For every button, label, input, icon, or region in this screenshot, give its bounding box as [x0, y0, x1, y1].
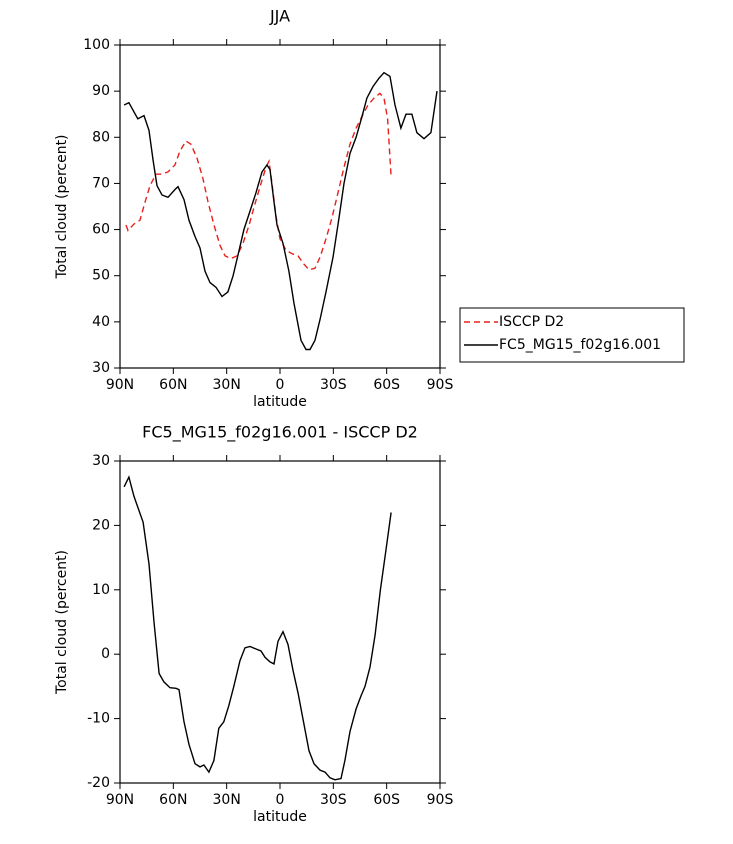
x-tick-label: 30S	[320, 792, 347, 808]
y-axis-label: Total cloud (percent)	[54, 550, 70, 695]
x-tick-label: 60N	[159, 377, 187, 393]
x-tick-label: 90S	[427, 377, 454, 393]
legend-label: FC5_MG15_f02g16.001	[499, 337, 661, 353]
x-tick-label: 30N	[213, 792, 241, 808]
data-line	[123, 71, 438, 351]
y-tick-label: 50	[92, 268, 110, 284]
y-tick-label: 20	[92, 517, 110, 533]
x-tick-label: 30S	[320, 377, 347, 393]
y-tick-label: 0	[101, 646, 110, 662]
chart-title: FC5_MG15_f02g16.001 - ISCCP D2	[142, 423, 418, 443]
data-line	[125, 92, 392, 271]
y-tick-label: 30	[92, 453, 110, 469]
plot-frame	[119, 460, 441, 784]
y-tick-label: 40	[92, 314, 110, 330]
x-tick-label: 90S	[427, 792, 454, 808]
chart-title: JJA	[269, 7, 290, 26]
x-tick-label: 0	[276, 377, 285, 393]
y-tick-label: 10	[92, 582, 110, 598]
y-tick-label: 70	[92, 175, 110, 191]
y-tick-label: 30	[92, 360, 110, 376]
data-line	[123, 475, 392, 781]
x-tick-label: 60S	[373, 792, 400, 808]
x-tick-label: 30N	[213, 377, 241, 393]
y-tick-label: 100	[83, 37, 110, 53]
x-tick-label: 60S	[373, 377, 400, 393]
y-tick-label: -10	[87, 711, 110, 727]
y-tick-label: 90	[92, 83, 110, 99]
y-tick-label: 60	[92, 222, 110, 238]
x-axis-label: latitude	[253, 394, 307, 410]
y-axis-label: Total cloud (percent)	[54, 134, 70, 279]
x-tick-label: 90N	[106, 377, 134, 393]
x-tick-label: 90N	[106, 792, 134, 808]
x-axis-label: latitude	[253, 809, 307, 825]
legend-box	[459, 307, 685, 363]
y-tick-label: 80	[92, 129, 110, 145]
legend-label: ISCCP D2	[499, 314, 564, 330]
plot-frame	[119, 44, 441, 369]
y-tick-label: -20	[87, 775, 110, 791]
x-tick-label: 60N	[159, 792, 187, 808]
x-tick-label: 0	[276, 792, 285, 808]
